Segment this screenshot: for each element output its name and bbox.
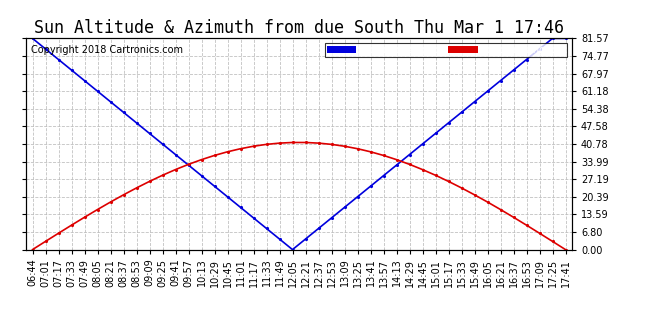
Title: Sun Altitude & Azimuth from due South Thu Mar 1 17:46: Sun Altitude & Azimuth from due South Th… xyxy=(34,19,564,37)
Text: Copyright 2018 Cartronics.com: Copyright 2018 Cartronics.com xyxy=(31,45,183,55)
Legend: Azimuth (Angle °), Altitude (Angle °): Azimuth (Angle °), Altitude (Angle °) xyxy=(325,43,567,57)
